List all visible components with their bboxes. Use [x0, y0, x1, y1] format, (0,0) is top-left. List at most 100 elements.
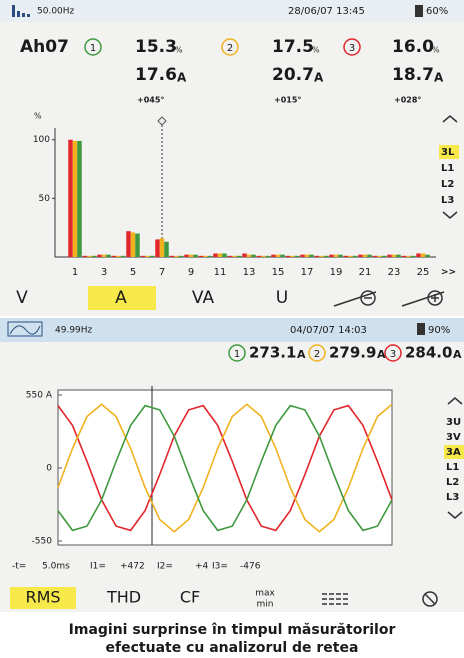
- status-text: -476: [240, 562, 261, 572]
- bar: [155, 239, 160, 257]
- bar: [150, 256, 155, 257]
- y-tick-label: 0: [46, 464, 52, 474]
- bar: [112, 256, 117, 257]
- status-text: I3=: [212, 562, 228, 572]
- percent-unit: %: [432, 46, 440, 55]
- tab: min: [257, 600, 274, 610]
- bar: [184, 255, 189, 257]
- battery-icon: [417, 323, 425, 335]
- bar: [305, 255, 310, 257]
- screenshot: 50.00Hz28/06/07 13:4560%Ah07115.3%17.6A+…: [0, 0, 464, 658]
- bar: [247, 255, 252, 257]
- status-text: I1=: [90, 562, 106, 572]
- phase-angle: +015°: [274, 96, 301, 105]
- bar: [276, 255, 281, 257]
- bar: [135, 234, 140, 257]
- bar: [363, 255, 368, 257]
- x-tick-label: 7: [159, 267, 165, 278]
- phase-number: 3: [349, 43, 355, 54]
- bar: [116, 256, 121, 257]
- bar: [203, 256, 208, 257]
- side-menu-item: 3V: [446, 432, 461, 443]
- bar: [222, 253, 227, 257]
- current-unit: A: [453, 348, 462, 361]
- datetime: 28/06/07 13:45: [288, 6, 365, 17]
- caption: efectuate cu analizorul de retea: [106, 640, 359, 656]
- more-indicator: >>: [441, 268, 456, 278]
- phase-number: 1: [234, 349, 240, 360]
- x-tick-label: 23: [388, 267, 401, 278]
- bar: [251, 255, 256, 257]
- x-tick-label: 15: [272, 267, 285, 278]
- frequency: 49.99Hz: [55, 326, 93, 336]
- percent-unit: %: [175, 46, 183, 55]
- side-menu-item: L3: [446, 492, 459, 503]
- bar: [348, 256, 353, 257]
- bar: [83, 256, 88, 257]
- bar: [373, 256, 378, 257]
- bar: [290, 256, 295, 257]
- phase-number: 2: [314, 349, 320, 360]
- bar: [324, 256, 329, 257]
- bar: [164, 242, 169, 257]
- bar: [145, 256, 150, 257]
- tab: CF: [180, 588, 200, 607]
- bar: [271, 255, 276, 257]
- current-unit: A: [177, 71, 187, 85]
- bar: [102, 255, 107, 257]
- bar: [87, 256, 92, 257]
- bar: [257, 256, 262, 257]
- current-value: 284.0: [405, 344, 452, 362]
- bar: [261, 256, 266, 257]
- current-value: 17.6: [135, 65, 177, 85]
- datetime: 04/07/07 14:03: [290, 325, 367, 336]
- bar: [367, 255, 372, 257]
- bar: [334, 255, 339, 257]
- bar: [358, 255, 363, 257]
- x-tick-label: 1: [72, 267, 78, 278]
- y-axis-label: %: [34, 112, 42, 121]
- bar: [174, 256, 179, 257]
- bar: [73, 141, 78, 257]
- bar: [421, 253, 426, 257]
- bar: [213, 253, 218, 257]
- x-tick-label: 17: [301, 267, 314, 278]
- side-menu-item: L2: [446, 477, 459, 488]
- bar: [411, 256, 416, 257]
- status-text: 5.0ms: [42, 562, 70, 572]
- plot-frame: [58, 390, 392, 545]
- status-text: +472: [120, 562, 145, 572]
- bar: [189, 255, 194, 257]
- bar: [68, 140, 73, 257]
- y-tick-label: 550 A: [26, 391, 53, 401]
- current-unit: A: [434, 71, 444, 85]
- bar: [242, 253, 247, 257]
- current-unit: A: [314, 71, 324, 85]
- x-tick-label: 11: [214, 267, 227, 278]
- phase-number: 1: [90, 43, 96, 54]
- side-menu-item: L3: [441, 195, 454, 206]
- bar: [353, 256, 358, 257]
- bar: [338, 255, 343, 257]
- current-value: 18.7: [392, 65, 434, 85]
- frequency: 50.00Hz: [37, 7, 75, 17]
- phase-number: 3: [390, 349, 396, 360]
- bar: [295, 256, 300, 257]
- bar: [344, 256, 349, 257]
- current-value: 279.9: [329, 344, 376, 362]
- bar: [77, 141, 82, 257]
- bar: [131, 232, 136, 257]
- x-tick-label: 25: [417, 267, 430, 278]
- meter-label: Ah07: [20, 37, 69, 57]
- y-tick-label: 100: [33, 135, 50, 145]
- x-tick-label: 13: [243, 267, 256, 278]
- bar: [106, 255, 111, 257]
- side-menu-item: 3A: [446, 447, 461, 458]
- bar: [286, 256, 291, 257]
- battery-icon: [415, 5, 423, 17]
- status-text: -t=: [12, 562, 26, 572]
- bar: [199, 256, 204, 257]
- bar: [396, 255, 401, 257]
- bar: [319, 256, 324, 257]
- bar: [280, 255, 285, 257]
